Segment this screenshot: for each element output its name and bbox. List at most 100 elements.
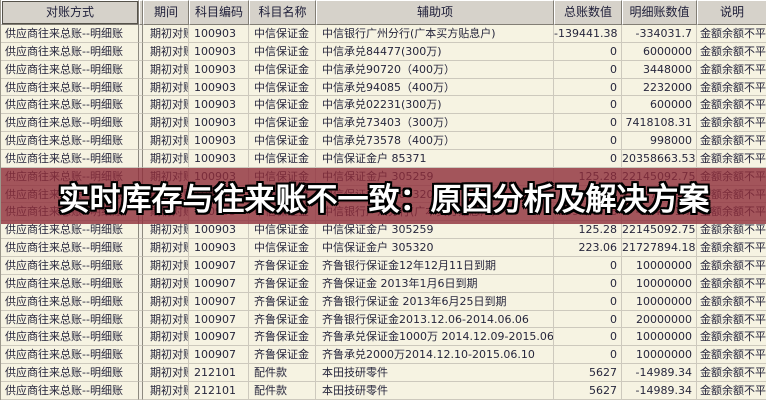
column-header-code[interactable]: 科目编码 [189,0,249,25]
cell-note[interactable]: 金额余额不平 [697,96,766,115]
cell-aux[interactable]: 中信承兑73578（400万） [316,132,554,150]
cell-detail[interactable]: 10000000 [622,292,697,311]
cell-aux[interactable]: 中信保证金户 305259 [316,221,554,240]
cell-gl[interactable]: 125.28 [554,221,622,240]
cell-aux[interactable]: 中信银行广州分行(广本买方贴息户) [316,203,554,222]
cell-code[interactable]: 100907 [189,256,249,275]
cell-aux[interactable]: 中信承兑84477(300万) [316,42,554,61]
cell-gl[interactable]: 0 [554,132,622,150]
cell-name[interactable]: 齐鲁保证金 [249,310,316,329]
cell-aux[interactable]: 齐鲁银行保证金 2013年6月25日到期 [316,292,554,311]
cell-gl[interactable]: 223.06 [554,185,622,204]
cell-method[interactable]: 供应商往来总账--明细账 [1,239,139,257]
cell-aux[interactable]: 中信保证金户 85371 [316,149,554,168]
cell-method[interactable]: 供应商往来总账--明细账 [1,221,139,240]
cell-code[interactable]: 100903 [189,114,249,133]
cell-name[interactable]: 中信保证金 [249,114,316,133]
cell-note[interactable]: 金额余额不平 [697,78,766,97]
cell-gl[interactable]: 0 [554,256,622,275]
cell-code[interactable]: 100907 [189,310,249,329]
cell-gl[interactable]: 0 [554,96,622,115]
cell-detail[interactable]: 2232000 [622,78,697,97]
cell-method[interactable]: 供应商往来总账--明细账 [1,60,139,79]
cell-note[interactable]: 金额余额不平 [697,346,766,365]
cell-detail[interactable]: 21727894.18 [622,239,697,257]
cell-detail[interactable]: 22145092.75 [622,167,697,186]
cell-note[interactable]: 金额余额不平 [697,132,766,150]
cell-method[interactable]: 供应商往来总账--明细账 [1,149,139,168]
cell-note[interactable]: 金额余额不平 [697,381,766,400]
column-header-gl-value[interactable]: 总账数值 [554,0,622,25]
cell-method[interactable]: 供应商往来总账--明细账 [1,167,139,186]
cell-note[interactable]: 金额余额不平 [697,239,766,257]
cell-code[interactable]: 100903 [189,96,249,115]
cell-period[interactable]: 期初对账 [143,96,189,115]
cell-method[interactable]: 供应商往来总账--明细账 [1,364,139,382]
cell-method[interactable]: 供应商往来总账--明细账 [1,292,139,311]
cell-period[interactable]: 期初对账 [143,25,189,43]
cell-period[interactable]: 期初对账 [143,274,189,293]
cell-detail[interactable]: 10000000 [622,346,697,365]
cell-note[interactable]: 金额余额不平 [697,328,766,347]
cell-gl[interactable]: -139441.38 [554,25,622,43]
cell-aux[interactable]: 齐鲁承兑2000万2014.12.10-2015.06.10 [316,346,554,365]
cell-name[interactable]: 中信保证金 [249,25,316,43]
cell-code[interactable]: 100903 [189,221,249,240]
cell-detail[interactable]: 3448000 [622,60,697,79]
cell-gl[interactable]: 0 [554,328,622,347]
cell-code[interactable]: 100907 [189,346,249,365]
cell-aux[interactable]: 齐鲁承兑保证金1000万 2014.12.09-2015.06.09 [316,328,554,347]
cell-period[interactable]: 期初对账 [143,310,189,329]
cell-detail[interactable]: -334031.7 [622,203,697,222]
cell-note[interactable]: 金额余额不平 [697,221,766,240]
cell-note[interactable]: 金额余额不平 [697,292,766,311]
cell-name[interactable]: 齐鲁保证金 [249,274,316,293]
cell-detail[interactable]: 6000000 [622,42,697,61]
cell-method[interactable]: 供应商往来总账--明细账 [1,310,139,329]
cell-detail[interactable]: 20000000 [622,310,697,329]
cell-gl[interactable]: -139441.38 [554,203,622,222]
cell-note[interactable]: 金额余额不平 [697,60,766,79]
cell-name[interactable]: 中信保证金 [249,221,316,240]
cell-aux[interactable]: 中信承兑94085（400万） [316,78,554,97]
cell-code[interactable]: 100903 [189,203,249,222]
cell-gl[interactable]: 0 [554,310,622,329]
cell-period[interactable]: 期初对账 [143,292,189,311]
cell-code[interactable]: 100903 [189,25,249,43]
cell-name[interactable]: 齐鲁保证金 [249,346,316,365]
cell-note[interactable]: 金额余额不平 [697,185,766,204]
cell-name[interactable]: 中信保证金 [249,96,316,115]
cell-detail[interactable]: 998000 [622,132,697,150]
column-header-period[interactable]: 期间 [143,0,189,25]
cell-code[interactable]: 212101 [189,381,249,400]
cell-aux[interactable]: 中信承兑02231(300万) [316,96,554,115]
cell-name[interactable]: 中信保证金 [249,203,316,222]
cell-note[interactable]: 金额余额不平 [697,25,766,43]
cell-name[interactable]: 中信保证金 [249,149,316,168]
cell-method[interactable]: 供应商往来总账--明细账 [1,96,139,115]
cell-method[interactable]: 供应商往来总账--明细账 [1,346,139,365]
cell-gl[interactable]: 5627 [554,381,622,400]
cell-code[interactable]: 100903 [189,185,249,204]
cell-note[interactable]: 金额余额不平 [697,42,766,61]
cell-method[interactable]: 供应商往来总账--明细账 [1,328,139,347]
cell-gl[interactable]: 0 [554,78,622,97]
cell-gl[interactable]: 223.06 [554,239,622,257]
cell-aux[interactable]: 本田技研零件 [316,364,554,382]
cell-name[interactable]: 配件款 [249,381,316,400]
cell-method[interactable]: 供应商往来总账--明细账 [1,132,139,150]
cell-period[interactable]: 期初对账 [143,60,189,79]
cell-aux[interactable]: 中信承兑90720（400万） [316,60,554,79]
cell-code[interactable]: 212101 [189,364,249,382]
cell-code[interactable]: 100907 [189,328,249,347]
cell-period[interactable]: 期初对账 [143,256,189,275]
cell-method[interactable]: 供应商往来总账--明细账 [1,381,139,400]
cell-method[interactable]: 供应商往来总账--明细账 [1,256,139,275]
cell-note[interactable]: 金额余额不平 [697,256,766,275]
cell-period[interactable]: 期初对账 [143,381,189,400]
column-header-aux[interactable]: 辅助项 [316,0,554,25]
cell-period[interactable]: 期初对账 [143,346,189,365]
cell-detail[interactable]: -14989.34 [622,381,697,400]
cell-code[interactable]: 100903 [189,167,249,186]
cell-period[interactable]: 期初对账 [143,149,189,168]
